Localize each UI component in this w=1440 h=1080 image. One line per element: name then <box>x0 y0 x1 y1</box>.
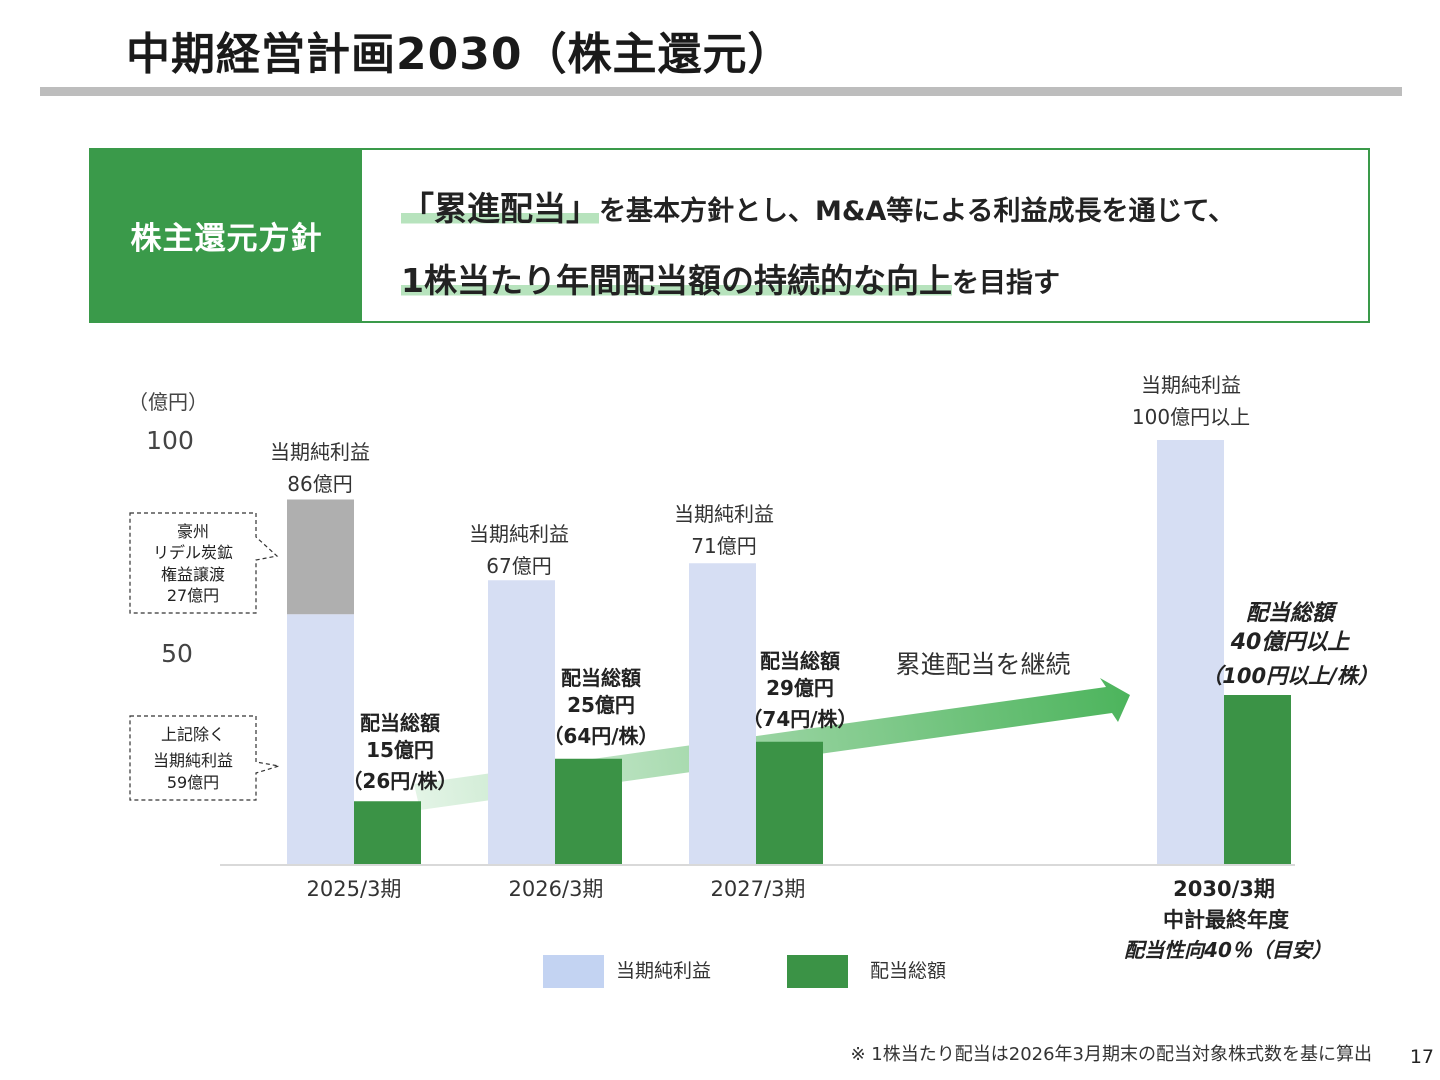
dividend-label-per-share: （26円/株） <box>342 769 457 793</box>
policy-highlight-1: 「累進配当」 <box>401 189 599 228</box>
callout-coal-line: 27億円 <box>167 586 219 605</box>
profit-label-value: 100億円以上 <box>1132 405 1250 429</box>
profit-label-value: 67億円 <box>486 554 551 578</box>
profit-label-title: 当期純利益 <box>674 502 774 526</box>
policy-line-2: 1株当たり年間配当額の持続的な向上を目指す <box>401 254 1060 302</box>
y-tick-100: 100 <box>146 426 194 455</box>
dividend-bar <box>354 801 421 865</box>
page-title: 中期経営計画2030（株主還元） <box>126 29 793 80</box>
dividend-label-per-share: （64円/株） <box>543 724 658 748</box>
dividend-label-value: 40億円以上 <box>1230 630 1351 655</box>
legend-label-profit: 当期純利益 <box>616 960 711 982</box>
policy-label: 株主還元方針 <box>91 150 362 321</box>
dividend-label-title: 配当総額 <box>360 711 440 735</box>
callout-coal <box>129 512 279 614</box>
profit-label-title: 当期純利益 <box>1141 373 1241 397</box>
callout-coal-line: リデル炭鉱 <box>153 543 233 562</box>
legend-swatch-dividend <box>787 955 848 988</box>
callout-remaining-line: 59億円 <box>167 773 219 792</box>
policy-text-1: を基本方針とし、M&A等による利益成長を通じて、 <box>599 196 1236 227</box>
title-divider <box>40 87 1402 96</box>
dividend-label-per-share: （100円以上/株） <box>1201 664 1379 688</box>
profit-label-value: 71億円 <box>691 534 756 558</box>
profit-label-title: 当期純利益 <box>469 522 569 546</box>
profit-bar-remaining <box>287 614 354 865</box>
dividend-label-value: 25億円 <box>567 693 635 717</box>
profit-bar <box>1157 440 1224 865</box>
policy-highlight-2: 1株当たり年間配当額の持続的な向上 <box>401 261 952 300</box>
profit-bar <box>689 563 756 865</box>
legend-swatch-profit <box>543 955 604 988</box>
callout-remaining <box>129 715 280 801</box>
dividend-label-value: 15億円 <box>366 738 434 762</box>
dividend-label-title: 配当総額 <box>760 649 840 673</box>
policy-box: 株主還元方針 「累進配当」を基本方針とし、M&A等による利益成長を通じて、 1株… <box>89 148 1370 323</box>
x-tick-label: 2027/3期 <box>711 877 806 901</box>
x-tick-sublabel: 配当性向40％（目安） <box>1124 938 1332 962</box>
dividend-label-per-share: （74円/株） <box>742 707 857 731</box>
arrow-label: 累進配当を継続 <box>895 650 1070 679</box>
dividend-chart: （億円） 100 50 豪州 リデル炭鉱 権益譲渡 27億円 上記除く 当期純利… <box>128 373 1379 988</box>
profit-bar-coal-excluded <box>287 499 354 615</box>
footnote: ※ 1株当たり配当は2026年3月期末の配当対象株式数を基に算出 <box>850 1044 1372 1065</box>
x-tick-sublabel: 中計最終年度 <box>1163 908 1289 932</box>
legend-label-dividend: 配当総額 <box>870 960 946 982</box>
dividend-label-title: 配当総額 <box>561 666 641 690</box>
callout-coal-line: 豪州 <box>177 522 209 541</box>
y-tick-50: 50 <box>161 639 193 668</box>
dividend-bar <box>555 758 622 865</box>
y-unit-label: （億円） <box>128 390 208 414</box>
dividend-label-title: 配当総額 <box>1246 600 1338 626</box>
policy-line-1: 「累進配当」を基本方針とし、M&A等による利益成長を通じて、 <box>401 182 1235 230</box>
profit-label-title: 当期純利益 <box>270 440 370 464</box>
x-tick-label: 2025/3期 <box>307 877 402 901</box>
callout-remaining-line: 上記除く <box>161 725 225 744</box>
profit-label-value: 86億円 <box>287 472 352 496</box>
dividend-bar <box>1224 695 1291 865</box>
callout-remaining-line: 当期純利益 <box>153 751 233 770</box>
x-tick-label: 2030/3期 <box>1173 877 1275 901</box>
policy-text-2: を目指す <box>951 268 1060 299</box>
x-tick-label: 2026/3期 <box>509 877 604 901</box>
profit-bar <box>488 580 555 865</box>
dividend-label-value: 29億円 <box>766 676 834 700</box>
callout-coal-line: 権益譲渡 <box>161 565 225 584</box>
dividend-bar <box>756 741 823 865</box>
page-number: 17 <box>1409 1046 1434 1068</box>
